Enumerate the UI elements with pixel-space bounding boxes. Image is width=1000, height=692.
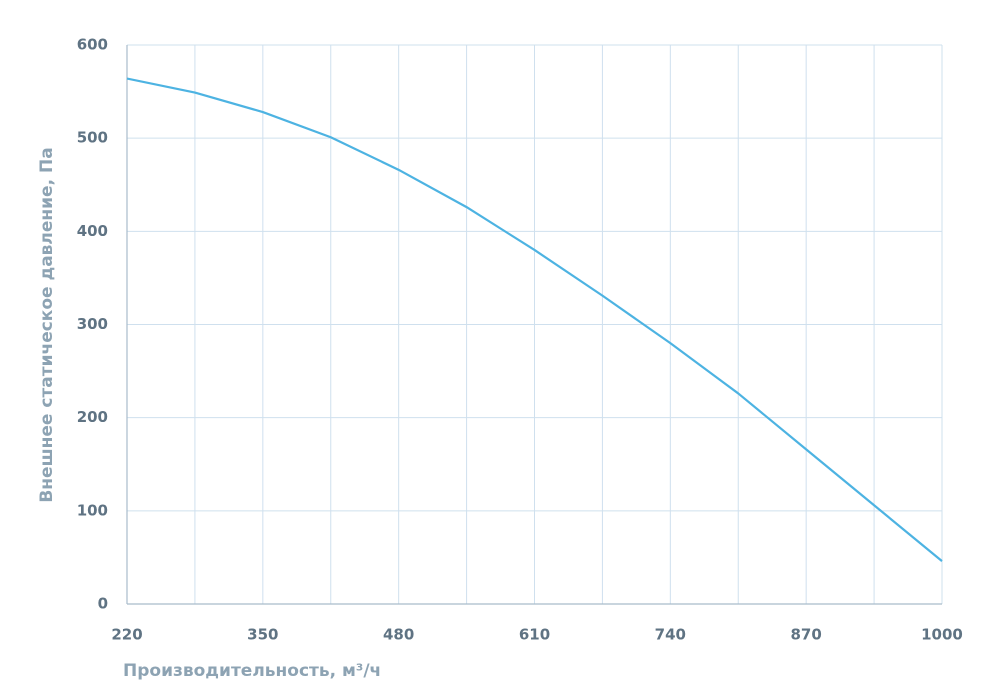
x-tick-label: 610	[519, 626, 550, 644]
y-tick-label: 300	[77, 315, 108, 333]
x-tick-label: 220	[111, 626, 142, 644]
x-tick-label: 350	[247, 626, 278, 644]
data-line	[126, 77, 943, 562]
y-tick-label: 100	[77, 501, 108, 519]
y-tick-label: 200	[77, 408, 108, 426]
y-tick-label: 0	[98, 595, 108, 613]
x-axis-title: Производительность, м³/ч	[123, 661, 381, 681]
x-tick-label: 740	[655, 626, 686, 644]
x-tick-label: 1000	[921, 626, 963, 644]
x-tick-label: 870	[791, 626, 822, 644]
y-tick-label: 400	[77, 222, 108, 240]
y-tick-label: 600	[77, 36, 108, 54]
y-axis-title: Внешнее статическое давление, Па	[37, 147, 57, 502]
x-tick-label: 480	[383, 626, 414, 644]
y-tick-label: 500	[77, 129, 108, 147]
